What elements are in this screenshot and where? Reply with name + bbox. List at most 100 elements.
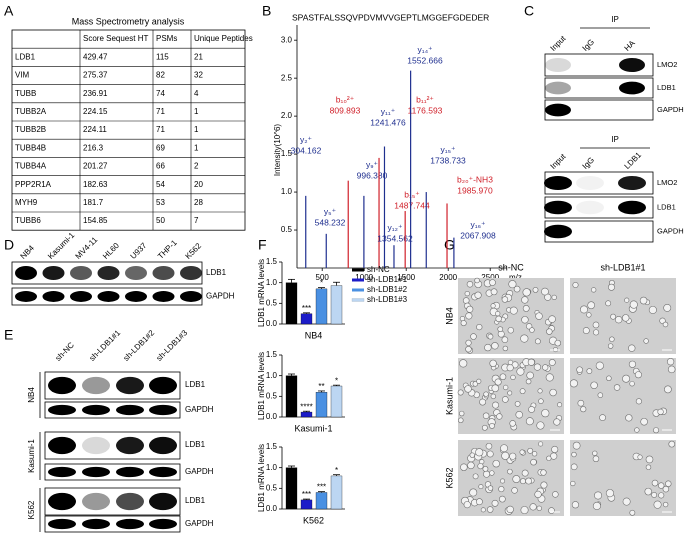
panel-letter: C — [524, 3, 534, 19]
lane-label: Input — [549, 151, 568, 170]
peak-label: 304.162 — [291, 145, 322, 155]
cell — [509, 420, 516, 427]
ion-label: y₁₁⁺ — [381, 106, 396, 116]
peak-label: 1552.666 — [407, 55, 443, 65]
cell — [495, 311, 501, 317]
bar — [315, 492, 328, 510]
blot-band — [48, 376, 76, 395]
panel-letter: G — [444, 237, 455, 253]
cell — [595, 361, 604, 370]
y-axis-label: LDB1 mRNA levels — [257, 444, 266, 512]
y-tick-label: 3.0 — [281, 35, 293, 44]
blot-band — [97, 265, 120, 281]
cell — [592, 321, 600, 329]
panel-letter: B — [262, 3, 271, 19]
cell — [645, 455, 654, 464]
lane-label: HL60 — [101, 241, 121, 261]
table-cell: 216.3 — [83, 143, 104, 152]
ion-label: b₁₀²⁺ — [336, 94, 355, 104]
cell — [458, 410, 465, 417]
x-axis-label: K562 — [303, 515, 324, 525]
y-tick-label: 1.5 — [266, 442, 278, 451]
blot-frame — [44, 463, 181, 481]
band-label: LDB1 — [206, 268, 227, 277]
blot-band — [116, 436, 144, 455]
cell — [500, 478, 506, 484]
cell — [577, 399, 585, 407]
cell — [658, 482, 665, 489]
blot-band — [149, 404, 177, 416]
ion-label: b₂₀⁺-NH3 — [457, 174, 493, 184]
y-axis-label: LDB1 mRNA levels — [257, 352, 266, 420]
blot-band — [82, 376, 110, 395]
cell — [606, 375, 612, 382]
cell — [610, 313, 617, 320]
bar — [330, 385, 343, 418]
cell — [662, 485, 670, 493]
blot-band — [82, 436, 110, 455]
band-label: LDB1 — [657, 83, 676, 92]
cell — [648, 305, 657, 314]
table-cell: 21 — [194, 52, 203, 61]
ion-label: y₂⁺ — [300, 134, 313, 144]
cell — [549, 388, 557, 397]
cell — [540, 469, 547, 476]
blot-band — [544, 175, 572, 191]
blot-band — [180, 291, 202, 302]
ion-label: y₁₅⁺ — [440, 144, 456, 154]
table-header: PSMs — [156, 34, 177, 43]
cell — [525, 378, 532, 385]
cell — [591, 287, 597, 293]
blot-band — [149, 436, 177, 455]
cell — [541, 287, 549, 296]
table-cell: 50 — [156, 216, 165, 225]
cell — [546, 328, 553, 335]
cell — [629, 381, 635, 387]
panel-letter: F — [258, 237, 267, 253]
cell — [460, 320, 467, 327]
row-label: K562 — [444, 467, 454, 488]
x-tick-label: 1000 — [355, 273, 373, 282]
cell — [520, 478, 526, 485]
cell — [465, 312, 473, 320]
y-tick-label: 0.5 — [266, 483, 278, 492]
bar — [285, 282, 298, 325]
cell — [508, 280, 517, 289]
cell — [490, 288, 498, 296]
cell — [499, 373, 507, 381]
legend-swatch — [352, 268, 364, 272]
cell — [522, 288, 531, 297]
ion-label: b₁₅⁺ — [404, 189, 420, 199]
panel-letter: E — [4, 327, 13, 343]
blot-band — [116, 518, 144, 530]
lane-label: sh-LDB1#3 — [155, 328, 190, 363]
cell — [653, 427, 660, 434]
cell — [482, 466, 489, 472]
blot-band — [545, 103, 571, 117]
blot-band — [70, 265, 92, 281]
cell — [476, 323, 483, 331]
cell — [599, 414, 606, 422]
cell — [622, 497, 631, 506]
blot-band — [82, 492, 110, 511]
band-label: GAPDH — [185, 519, 214, 528]
cell — [520, 506, 529, 515]
cell — [466, 305, 474, 313]
table-cell: VIM — [15, 71, 30, 80]
cell — [546, 455, 552, 461]
cell — [486, 450, 494, 458]
table-cell: 4 — [194, 89, 199, 98]
cell — [540, 481, 548, 489]
cell — [663, 303, 672, 312]
cell — [510, 374, 516, 381]
group-label: K562 — [27, 500, 36, 519]
blot-band — [116, 404, 144, 416]
cell — [470, 333, 477, 340]
bar — [330, 475, 343, 510]
blot-band — [82, 404, 110, 416]
blot-band — [42, 265, 65, 281]
blot-band — [576, 200, 604, 215]
band-label: GAPDH — [657, 226, 684, 235]
table-cell: 115 — [156, 52, 169, 61]
table-cell: 224.11 — [83, 125, 107, 134]
